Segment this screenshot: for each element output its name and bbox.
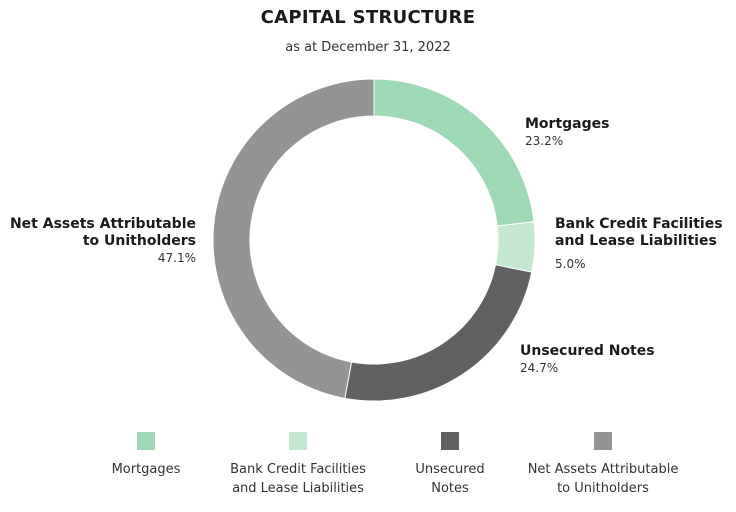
legend-swatch (441, 432, 459, 450)
legend-swatch (137, 432, 155, 450)
chart-subtitle: as at December 31, 2022 (285, 40, 451, 55)
legend-label: Unsecured Notes (415, 462, 485, 496)
slice-label-bank-credit: Bank Credit Facilities and Lease Liabili… (555, 216, 723, 273)
legend-swatch (289, 432, 307, 450)
slice-label-name: Mortgages (525, 116, 610, 132)
slice-label-unsecured-notes: Unsecured Notes 24.7% (520, 343, 655, 377)
slice-net-assets (212, 78, 375, 399)
chart-title: CAPITAL STRUCTURE (260, 7, 476, 28)
slice-label-name: Net Assets Attributable to Unitholders (9, 216, 196, 249)
slice-label-value: 5.0% (555, 257, 586, 271)
legend-label: Mortgages (111, 462, 181, 477)
legend-item-net-assets: Net Assets Attributable to Unitholders (518, 432, 688, 498)
slice-unsecured-notes (344, 264, 533, 402)
slice-mortgages (373, 78, 535, 227)
legend-swatch (594, 432, 612, 450)
legend-item-mortgages: Mortgages (61, 432, 231, 479)
slice-label-name: Unsecured Notes (520, 343, 655, 359)
legend-item-bank-credit: Bank Credit Facilities and Lease Liabili… (213, 432, 383, 498)
slice-label-value: 23.2% (525, 134, 564, 148)
legend-label: Bank Credit Facilities and Lease Liabili… (230, 462, 366, 496)
slice-label-value: 24.7% (520, 361, 559, 375)
slice-label-value: 47.1% (157, 251, 196, 265)
legend: Mortgages Bank Credit Facilities and Lea… (0, 432, 736, 512)
slice-label-net-assets: Net Assets Attributable to Unitholders 4… (0, 216, 196, 267)
legend-item-unsecured-notes: Unsecured Notes (365, 432, 535, 498)
slice-bank-credit (494, 221, 536, 273)
legend-label: Net Assets Attributable to Unitholders (527, 462, 679, 496)
slice-label-name: Bank Credit Facilities and Lease Liabili… (555, 216, 723, 249)
slice-label-mortgages: Mortgages 23.2% (525, 116, 609, 150)
